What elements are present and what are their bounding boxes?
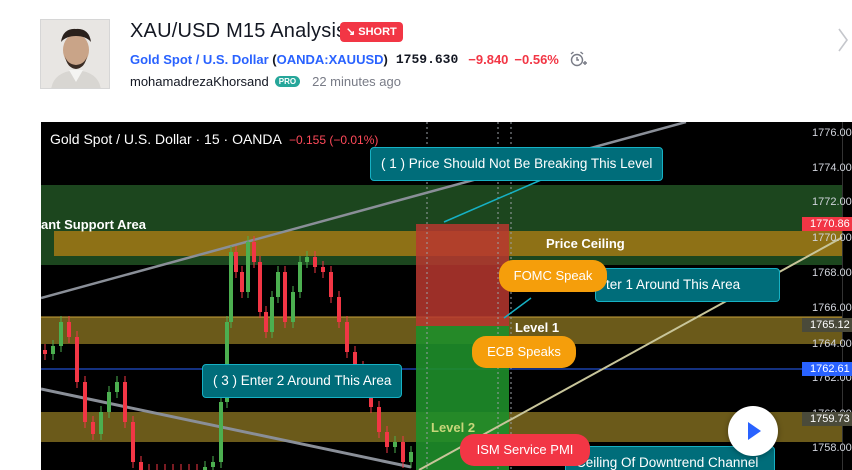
chart-legend: Gold Spot / U.S. Dollar · 15 · OANDA −0.… bbox=[50, 131, 378, 147]
candle-body bbox=[131, 422, 135, 462]
price-tick: 1776.00 bbox=[812, 127, 852, 139]
candle-body bbox=[409, 452, 413, 462]
candle-body bbox=[329, 272, 333, 297]
candle-body bbox=[385, 432, 389, 447]
candle-body bbox=[115, 382, 119, 392]
fomc-callout[interactable]: FOMC Speak bbox=[499, 260, 607, 292]
candle-body bbox=[59, 322, 63, 346]
author-name-link[interactable]: mohamadrezaKhorsand bbox=[130, 74, 269, 89]
candle-body bbox=[246, 242, 250, 292]
price-ceiling-label: Price Ceiling bbox=[546, 236, 625, 251]
candle-body bbox=[67, 322, 71, 337]
price-tick: 1764.00 bbox=[812, 338, 852, 350]
note-2-pointer bbox=[503, 297, 532, 319]
legend-change: −0.155 (−0.01%) bbox=[288, 133, 379, 147]
idea-title: XAU/USD M15 Analysis bbox=[130, 20, 347, 42]
lower-channel-line bbox=[41, 387, 412, 469]
candle-body bbox=[234, 252, 238, 272]
ism-callout[interactable]: ISM Service PMI bbox=[460, 434, 590, 466]
ecb-callout[interactable]: ECB Speaks bbox=[472, 336, 576, 368]
avatar-icon bbox=[41, 20, 109, 88]
author-line: mohamadrezaKhorsand PRO 22 minutes ago bbox=[130, 74, 401, 89]
play-icon bbox=[748, 422, 761, 440]
price-tag-blue-line: 1762.61 bbox=[802, 362, 852, 376]
note-3[interactable]: ( 3 ) Enter 2 Around This Area bbox=[202, 364, 403, 398]
candle-body bbox=[401, 442, 405, 462]
candle-body bbox=[51, 346, 55, 354]
candle-body bbox=[91, 422, 95, 434]
alarm-clock-plus-icon[interactable] bbox=[569, 50, 587, 68]
level-1-label: Level 1 bbox=[515, 320, 560, 335]
price-tag-current: 1770.86 bbox=[802, 217, 852, 231]
candle-body bbox=[270, 297, 274, 332]
support-area-label: ant Support Area bbox=[41, 217, 146, 232]
price-tick: 1766.00 bbox=[812, 302, 852, 314]
price-tick: 1774.00 bbox=[812, 162, 852, 174]
short-badge: ↘ SHORT bbox=[340, 22, 403, 42]
candle-body bbox=[305, 257, 309, 262]
candlestick-series bbox=[43, 236, 413, 470]
candle-body bbox=[345, 322, 349, 352]
price-tick: 1772.00 bbox=[812, 196, 852, 208]
play-button[interactable] bbox=[728, 406, 778, 456]
candle-body bbox=[123, 382, 127, 422]
candle-body bbox=[225, 322, 229, 402]
candle-body bbox=[83, 382, 87, 422]
pro-badge: PRO bbox=[274, 76, 301, 87]
price-tag-level-2: 1759.73 bbox=[802, 412, 852, 426]
candle-body bbox=[393, 442, 397, 447]
candle-body bbox=[219, 402, 223, 462]
symbol-line: Gold Spot / U.S. Dollar ( OANDA:XAUUSD )… bbox=[130, 50, 587, 68]
candle-body bbox=[107, 392, 111, 412]
candle-body bbox=[264, 312, 268, 332]
short-stop-box bbox=[416, 224, 509, 326]
candle-body bbox=[240, 272, 244, 292]
published-time: 22 minutes ago bbox=[312, 74, 401, 89]
candle-body bbox=[337, 297, 341, 322]
candle-body bbox=[291, 292, 295, 322]
candle-body bbox=[252, 242, 256, 262]
candle-body bbox=[229, 252, 233, 322]
candle-body bbox=[99, 412, 103, 434]
candle-body bbox=[298, 262, 302, 292]
arrow-down-right-icon: ↘ bbox=[346, 26, 356, 38]
price-tick: 1758.00 bbox=[812, 442, 852, 454]
author-avatar[interactable] bbox=[40, 19, 110, 89]
candle-body bbox=[75, 337, 79, 382]
symbol-name-link[interactable]: Gold Spot / U.S. Dollar bbox=[130, 51, 269, 67]
symbol-paren-open: ( bbox=[268, 51, 277, 67]
note-1-pointer bbox=[443, 179, 542, 223]
price-chart[interactable]: Gold Spot / U.S. Dollar · 15 · OANDA −0.… bbox=[41, 122, 852, 470]
legend-symbol: Gold Spot / U.S. Dollar · 15 · OANDA bbox=[50, 131, 282, 147]
price-tag-level-1: 1765.12 bbox=[802, 318, 852, 332]
price-scale[interactable] bbox=[842, 122, 852, 470]
candle-body bbox=[377, 407, 381, 432]
note-1[interactable]: ( 1 ) Price Should Not Be Breaking This … bbox=[370, 147, 664, 181]
candle-body bbox=[353, 352, 357, 367]
price-change-percent: −0.56% bbox=[514, 51, 559, 67]
price-tick: 1768.00 bbox=[812, 267, 852, 279]
short-badge-label: SHORT bbox=[358, 26, 397, 38]
last-price: 1759.630 bbox=[395, 51, 459, 67]
price-tick: 1770.00 bbox=[812, 232, 852, 244]
price-change: −9.840 bbox=[468, 51, 509, 67]
candle-body bbox=[276, 272, 280, 297]
chevron-right-icon[interactable] bbox=[836, 26, 850, 59]
candle-body bbox=[313, 257, 317, 267]
candle-body bbox=[258, 262, 262, 312]
idea-header: XAU/USD M15 Analysis ↘ SHORT Gold Spot /… bbox=[0, 0, 852, 122]
symbol-paren-close: ) bbox=[383, 51, 388, 67]
candle-body bbox=[211, 462, 215, 467]
candle-body bbox=[283, 272, 287, 322]
level-2-label: Level 2 bbox=[431, 420, 476, 435]
note-2[interactable]: ter 1 Around This Area bbox=[595, 268, 780, 302]
candle-body bbox=[321, 267, 325, 272]
candle-body bbox=[43, 350, 47, 354]
candle-body bbox=[139, 462, 143, 470]
candle-body bbox=[203, 467, 207, 470]
symbol-ticker-link[interactable]: OANDA:XAUUSD bbox=[276, 51, 384, 67]
